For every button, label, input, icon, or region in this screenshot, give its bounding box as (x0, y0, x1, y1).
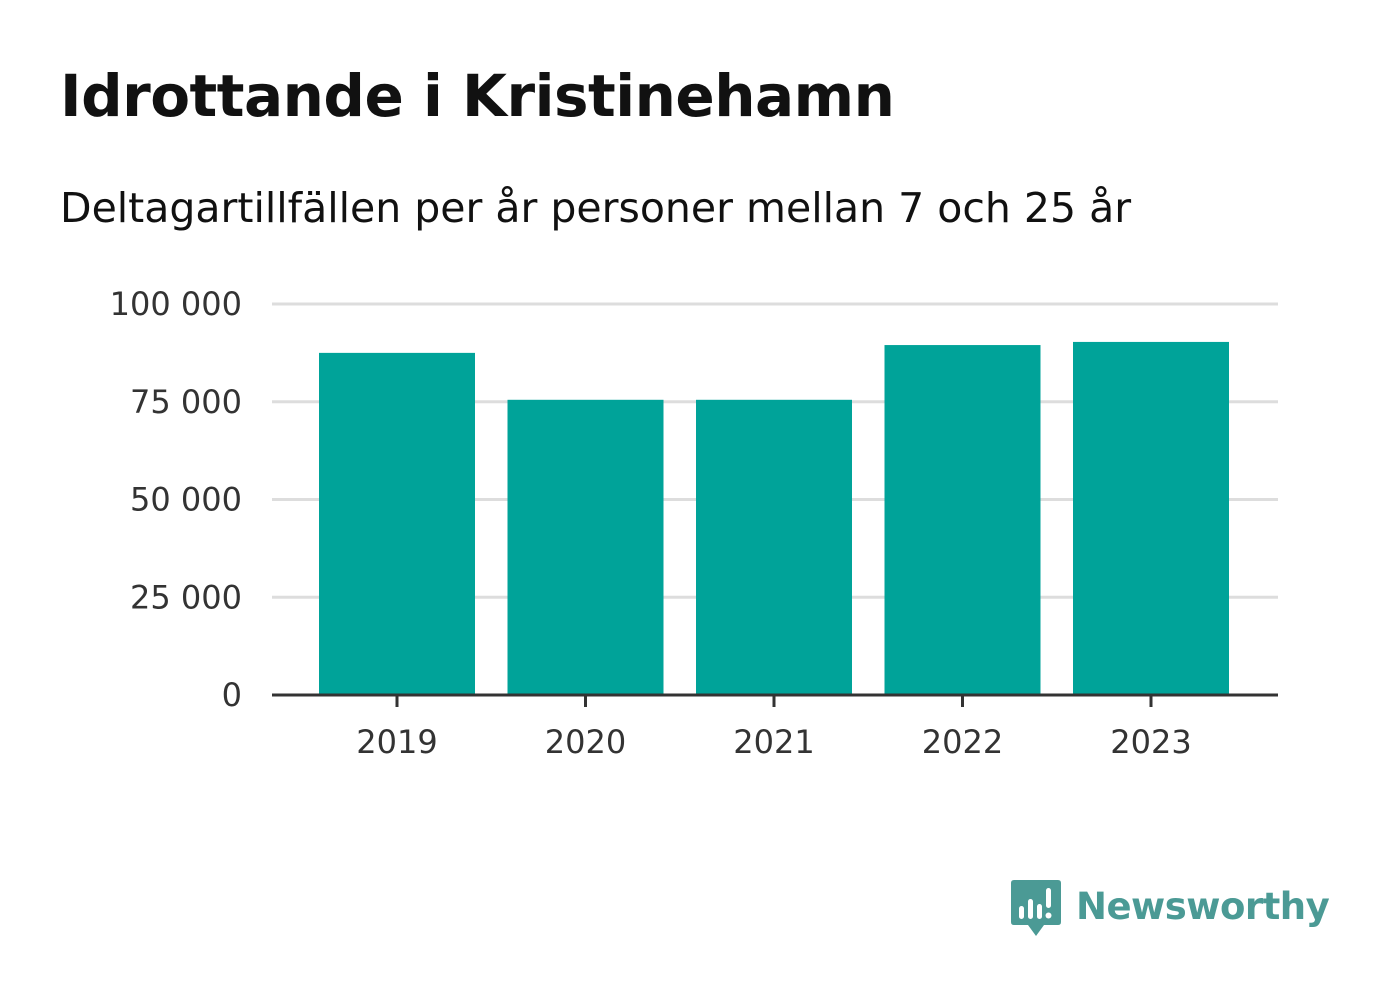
bar (696, 399, 852, 695)
x-tick-label: 2022 (922, 723, 1003, 761)
axes: 0 25 000 50 000 75 000 100 000 2019 2020 2021 20… (110, 285, 1278, 761)
bar-chart-speech-bubble-icon (1011, 880, 1061, 936)
x-tick-label: 2021 (733, 723, 814, 761)
y-tick-label: 50 000 (130, 481, 242, 519)
x-tick-label: 2023 (1110, 723, 1191, 761)
bar (507, 399, 664, 695)
bar (319, 352, 475, 695)
brand-name: Newsworthy (1076, 884, 1330, 928)
bar (884, 345, 1041, 695)
x-tick-label: 2020 (545, 723, 626, 761)
x-tick-label: 2019 (356, 723, 437, 761)
y-tick-label: 25 000 (130, 578, 242, 616)
bars (319, 341, 1229, 695)
y-tick-label: 0 (222, 676, 242, 714)
y-tick-label: 75 000 (130, 383, 242, 421)
chart-subtitle: Deltagartillfällen per år personer mella… (60, 184, 1132, 232)
chart-title: Idrottande i Kristinehamn (60, 62, 895, 130)
y-tick-label: 100 000 (110, 285, 242, 323)
newsworthy-logo: Newsworthy (1010, 878, 1330, 940)
bar (1073, 341, 1229, 695)
